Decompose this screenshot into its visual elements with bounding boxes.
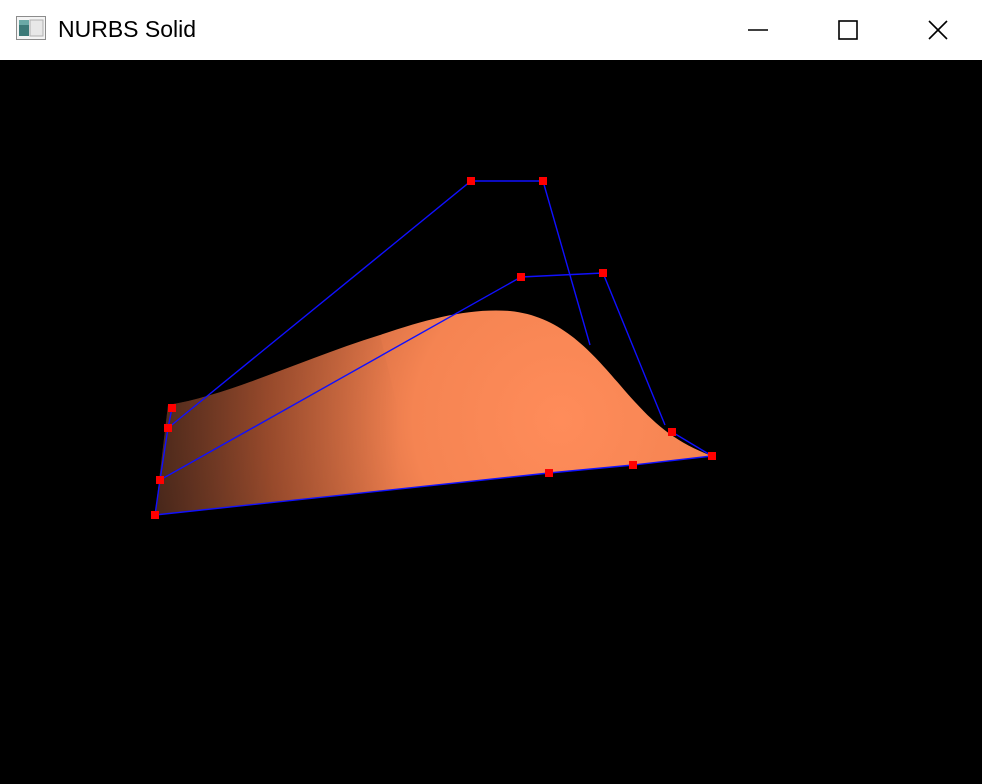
- control-point[interactable]: [708, 452, 716, 460]
- control-point[interactable]: [151, 511, 159, 519]
- opengl-viewport[interactable]: [0, 60, 982, 784]
- minimize-button[interactable]: [713, 0, 803, 60]
- control-point[interactable]: [156, 476, 164, 484]
- control-point[interactable]: [467, 177, 475, 185]
- control-net-row-front: [154, 455, 713, 516]
- surface-left-shade: [155, 335, 420, 515]
- window-title: NURBS Solid: [58, 16, 197, 42]
- maximize-icon: [837, 19, 859, 41]
- nurbs-scene: [151, 177, 716, 519]
- app-window-icon[interactable]: [16, 16, 46, 40]
- control-point[interactable]: [599, 269, 607, 277]
- control-net: [154, 180, 713, 516]
- maximize-button[interactable]: [803, 0, 893, 60]
- control-net-row-back: [167, 180, 591, 429]
- control-point[interactable]: [517, 273, 525, 281]
- control-point[interactable]: [168, 404, 176, 412]
- title-bar[interactable]: NURBS Solid: [0, 0, 982, 60]
- close-icon: [927, 19, 949, 41]
- control-point[interactable]: [539, 177, 547, 185]
- control-point[interactable]: [545, 469, 553, 477]
- control-net-column-right: [671, 431, 713, 457]
- close-button[interactable]: [893, 0, 982, 60]
- control-net-column-left: [154, 407, 173, 516]
- control-point[interactable]: [668, 428, 676, 436]
- control-point[interactable]: [629, 461, 637, 469]
- control-point[interactable]: [164, 424, 172, 432]
- control-net-row-middle: [159, 272, 666, 481]
- control-points[interactable]: [151, 177, 716, 519]
- minimize-icon: [747, 19, 769, 41]
